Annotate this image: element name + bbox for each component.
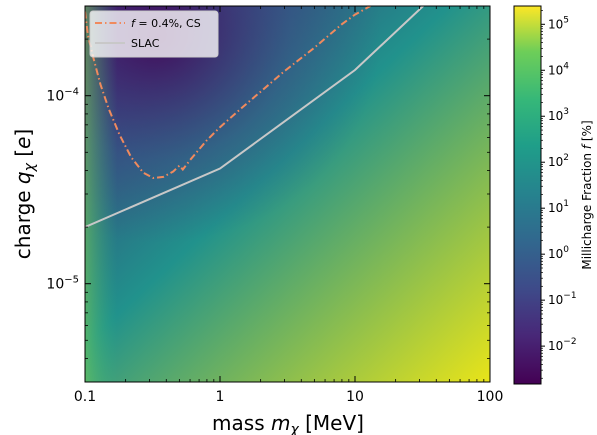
heatmap-left-band [85, 6, 490, 382]
colorbar-tick-label: 10−1 [548, 291, 577, 307]
colorbar-tick-label: 103 [548, 107, 569, 123]
x-axis-ticks: 0.1 1 10 100 [74, 6, 504, 405]
legend-box [89, 10, 219, 58]
legend: f = 0.4%, CS SLAC [89, 10, 219, 58]
y-tick-label: 10−4 [46, 87, 79, 105]
y-axis-label: charge qχ [e] [11, 129, 38, 259]
heatmap [85, 6, 490, 382]
x-tick-label: 0.1 [74, 389, 96, 405]
colorbar-tick-label: 101 [548, 199, 569, 215]
colorbar-tick-label: 100 [548, 245, 569, 261]
colorbar-label: Millicharge Fraction f [%] [580, 120, 594, 269]
y-tick-label: 10−5 [46, 275, 79, 293]
curves [85, 6, 424, 229]
colorbar-tick-label: 102 [548, 153, 569, 169]
x-tick-label: 100 [477, 389, 504, 405]
colorbar-tick-label: 104 [548, 61, 569, 77]
x-tick-label: 1 [216, 389, 225, 405]
slac-curve [85, 6, 424, 229]
colorbar: 10−2 10−1 100 101 102 103 104 105 Millicharge F… [513, 5, 594, 385]
x-tick-label: 10 [346, 389, 364, 405]
legend-slac-label: SLAC [131, 37, 160, 50]
colorbar-tick-label: 105 [548, 15, 569, 31]
legend-cs-label: f = 0.4%, CS [131, 17, 201, 30]
colorbar-tick-label: 10−2 [548, 337, 577, 353]
colorbar-gradient [513, 5, 542, 385]
y-axis-ticks: 10−5 10−4 [46, 38, 490, 359]
x-axis-label: mass mχ [MeV] [212, 411, 364, 435]
cs-curve [85, 6, 371, 180]
colorbar-ticks: 10−2 10−1 100 101 102 103 104 105 [541, 10, 577, 379]
